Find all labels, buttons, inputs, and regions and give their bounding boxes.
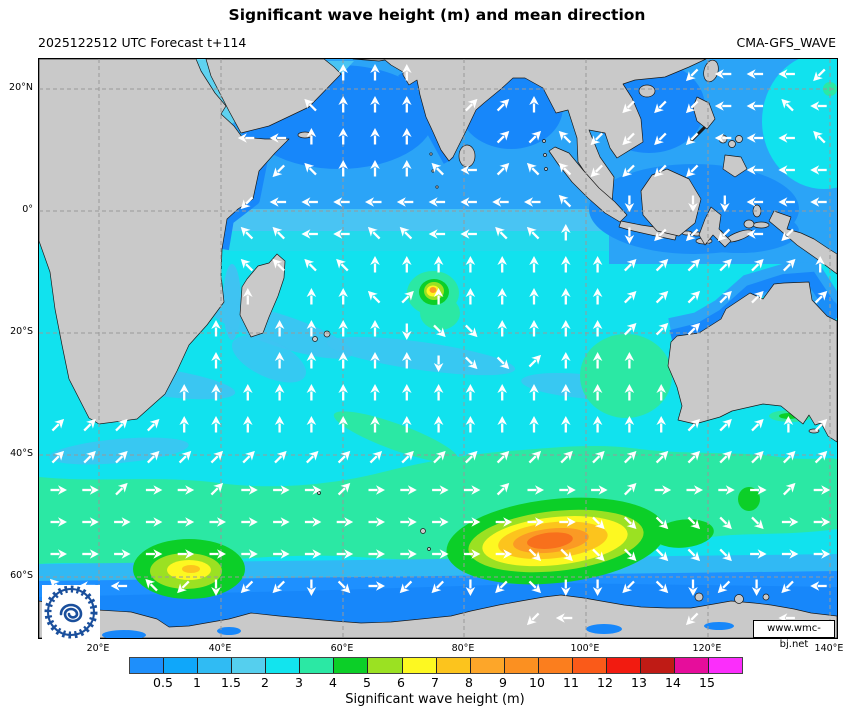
colorbar-cell: [503, 658, 538, 673]
sri-lanka-island: [458, 144, 476, 168]
watermark: www.wmc-bj.net: [753, 620, 835, 650]
colorbar-cell: [299, 658, 334, 673]
lon-tick-label: 80°E: [451, 643, 475, 654]
colorbar-tick-label: 10: [529, 675, 545, 690]
page-title: Significant wave height (m) and mean dir…: [228, 6, 646, 24]
lat-tick-label: 0°: [22, 204, 33, 215]
asia-landmass: [352, 59, 707, 204]
africa-landmass: [39, 59, 290, 425]
colorbar-tick-label: 13: [631, 675, 647, 690]
colorbar-tick-label: 3: [295, 675, 303, 690]
cloud-swirl-icon: [59, 603, 83, 623]
colorbar-cell: [469, 658, 504, 673]
graticule-grid: [39, 59, 837, 638]
colorbar-tick-label: 0.5: [153, 675, 173, 690]
antarctica-landmass: [39, 594, 837, 638]
lon-tick-label: 140°E: [814, 643, 844, 654]
colorbar-cell: [130, 658, 164, 673]
borneo-island: [640, 168, 702, 237]
lat-tick-label: 20°N: [9, 82, 33, 93]
colorbar-cell: [401, 658, 436, 673]
lat-tick-label: 40°S: [10, 448, 33, 459]
colorbar-tick-label: 6: [397, 675, 405, 690]
colorbar: [129, 657, 743, 674]
storm-southwest: [133, 539, 245, 599]
model-name-label: CMA-GFS_WAVE: [736, 35, 836, 50]
colorbar-label: Significant wave height (m): [345, 692, 525, 707]
colorbar-tick-label: 9: [499, 675, 507, 690]
arabia-landmass: [205, 59, 342, 134]
colorbar-tick-label: 2: [261, 675, 269, 690]
lon-tick-label: 40°E: [208, 643, 232, 654]
colorbar-cell: [265, 658, 300, 673]
lon-tick-label: 60°E: [330, 643, 354, 654]
colorbar-cell: [333, 658, 368, 673]
colorbar-tick-label: 11: [563, 675, 579, 690]
mindanao-island: [722, 154, 748, 178]
tropical-cyclone: [419, 279, 449, 305]
colorbar-cell: [367, 658, 402, 673]
colorbar-tick-label: 15: [699, 675, 715, 690]
colorbar-tick-label: 1: [193, 675, 201, 690]
lat-tick-label: 60°S: [10, 570, 33, 581]
colorbar-tick-label: 4: [329, 675, 337, 690]
landmasses: [39, 59, 837, 638]
antarctic-coastal-water: [102, 622, 734, 638]
lon-tick-label: 100°E: [570, 643, 600, 654]
lon-tick-label: 20°E: [86, 643, 110, 654]
colorbar-tick-label: 1.5: [221, 675, 241, 690]
colorbar-tick-label: 7: [431, 675, 439, 690]
colorbar-cell: [537, 658, 572, 673]
colorbar-tick-label: 14: [665, 675, 681, 690]
colorbar-cell: [435, 658, 470, 673]
colorbar-cell: [163, 658, 198, 673]
forecast-run-label: 2025122512 UTC Forecast t+114: [38, 35, 247, 50]
colorbar-cell: [571, 658, 606, 673]
cma-logo: [42, 585, 100, 639]
colorbar-tick-label: 8: [465, 675, 473, 690]
storm-southern-ocean: [446, 497, 714, 585]
hainan-island: [638, 84, 656, 98]
lat-tick-label: 20°S: [10, 326, 33, 337]
madagascar-island: [239, 253, 286, 338]
colorbar-cell: [639, 658, 674, 673]
colorbar-cell: [708, 658, 743, 673]
colorbar-cell: [231, 658, 266, 673]
lon-tick-label: 120°E: [692, 643, 722, 654]
australia-landmass: [667, 281, 837, 443]
map-canvas: www.wmc-bj.net: [38, 58, 838, 650]
colorbar-cell: [605, 658, 640, 673]
colorbar-cell: [197, 658, 232, 673]
java-island: [618, 220, 678, 241]
colorbar-tick-label: 5: [363, 675, 371, 690]
colorbar-cell: [674, 658, 709, 673]
colorbar-tick-label: 12: [597, 675, 613, 690]
sumatra-island: [548, 146, 628, 223]
